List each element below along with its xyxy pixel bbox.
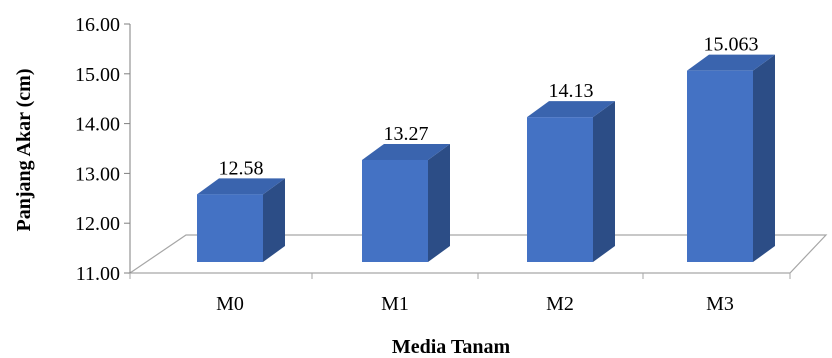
chart-floor	[128, 234, 828, 274]
data-label: 12.58	[219, 157, 264, 179]
x-tick-label: M0	[216, 293, 244, 315]
y-axis: 11.00 12.00 13.00 14.00 15.00 16.00	[75, 14, 131, 285]
bar-m3	[687, 70, 753, 262]
y-tick-label: 16.00	[75, 14, 120, 36]
bar-side	[428, 143, 450, 262]
x-axis-ticks: M0 M1 M2 M3	[129, 273, 791, 315]
data-label: 15.063	[704, 34, 759, 56]
data-labels: 12.58 13.27 14.13 15.063	[219, 34, 759, 180]
data-label: 14.13	[549, 80, 594, 102]
bar-side	[593, 101, 615, 262]
x-tick-label: M2	[546, 293, 574, 315]
y-tick-label: 11.00	[76, 263, 120, 285]
bar-top	[527, 101, 615, 118]
bar-m2	[527, 117, 593, 262]
y-tick-label: 14.00	[75, 114, 120, 136]
floor-plane	[128, 234, 828, 274]
data-label: 13.27	[384, 123, 429, 145]
y-axis-title: Panjang Akar (cm)	[13, 69, 35, 232]
bar-top	[687, 54, 775, 71]
bar-m0	[197, 194, 263, 262]
y-tick-label: 13.00	[75, 163, 120, 185]
bar-side	[263, 178, 285, 262]
y-tick-label: 12.00	[75, 213, 120, 235]
x-axis-title: Media Tanam	[392, 336, 511, 358]
y-tick-label: 15.00	[75, 64, 120, 86]
x-tick-label: M3	[706, 293, 734, 315]
bar-top	[362, 143, 450, 160]
x-tick-label: M1	[381, 293, 409, 315]
bar-top	[197, 178, 285, 195]
bars	[197, 54, 775, 263]
bar-side	[753, 54, 775, 263]
bar-m1	[362, 159, 428, 262]
